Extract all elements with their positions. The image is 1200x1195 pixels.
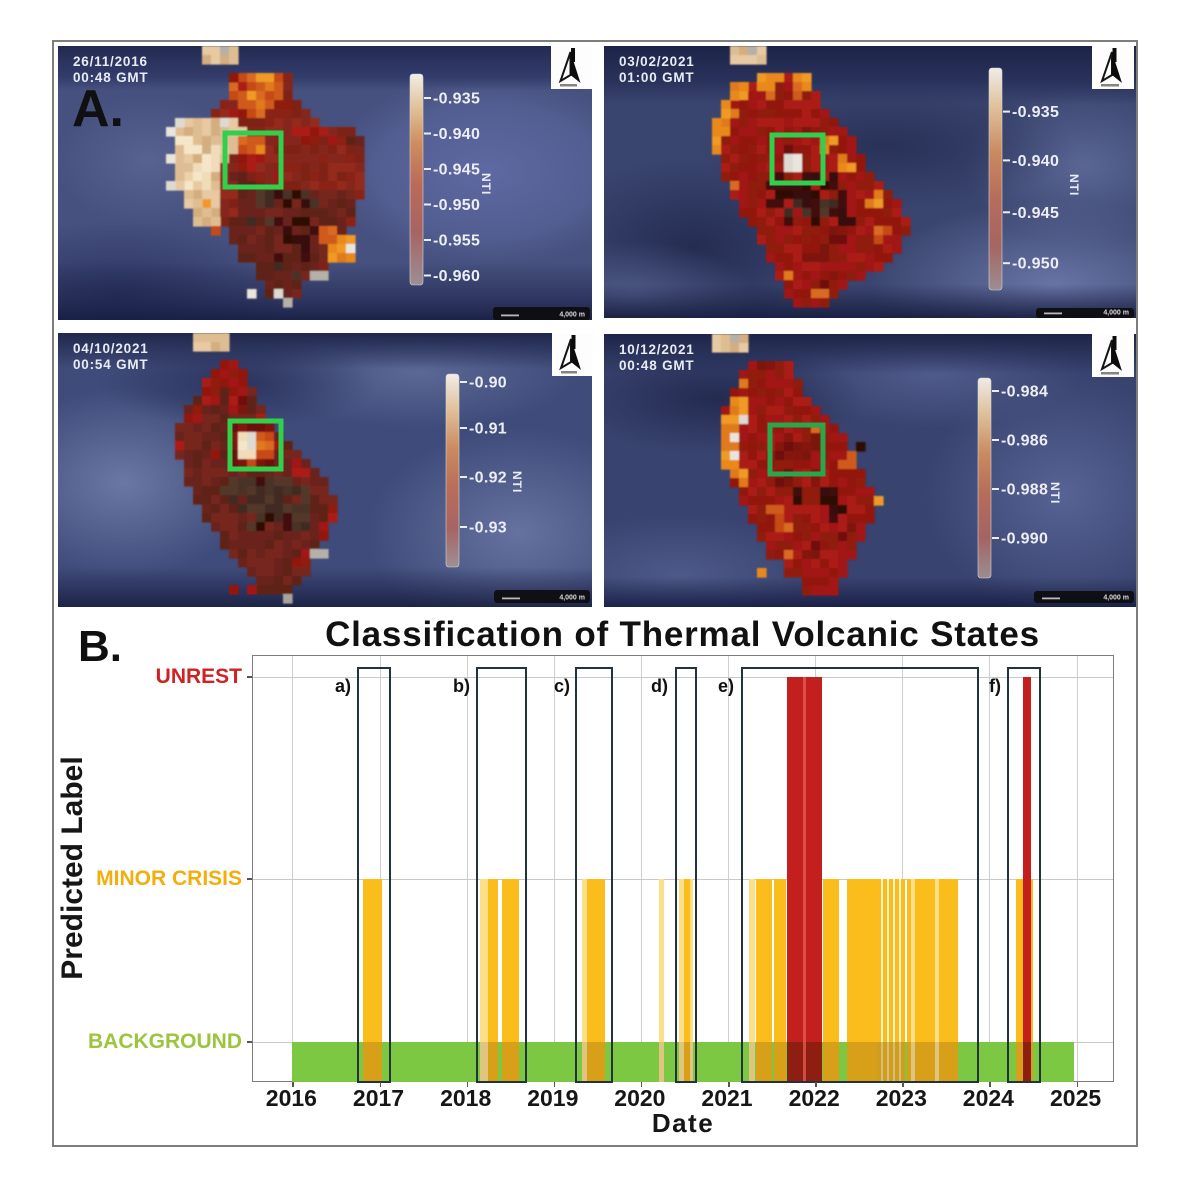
svg-text:-0.935: -0.935 bbox=[1012, 104, 1059, 121]
svg-text:26/11/2016: 26/11/2016 bbox=[73, 54, 148, 69]
svg-text:NTI: NTI bbox=[510, 471, 524, 493]
svg-text:00:48 GMT: 00:48 GMT bbox=[619, 358, 694, 373]
svg-text:-0.93: -0.93 bbox=[469, 520, 507, 537]
svg-text:-0.940: -0.940 bbox=[433, 126, 480, 143]
svg-text:04/10/2021: 04/10/2021 bbox=[73, 341, 149, 356]
svg-text:10/12/2021: 10/12/2021 bbox=[619, 342, 695, 357]
svg-text:-0.950: -0.950 bbox=[1012, 256, 1059, 273]
svg-text:-0.91: -0.91 bbox=[469, 421, 507, 438]
svg-text:4,000 m: 4,000 m bbox=[1103, 595, 1129, 602]
svg-text:-0.945: -0.945 bbox=[433, 162, 480, 179]
svg-text:01:00 GMT: 01:00 GMT bbox=[619, 70, 694, 85]
svg-text:-0.986: -0.986 bbox=[1001, 433, 1048, 450]
svg-text:A.: A. bbox=[72, 80, 124, 138]
svg-text:-0.950: -0.950 bbox=[433, 197, 480, 214]
svg-text:00:48 GMT: 00:48 GMT bbox=[73, 70, 148, 85]
svg-text:-0.960: -0.960 bbox=[433, 268, 480, 285]
svg-text:-0.935: -0.935 bbox=[433, 91, 480, 108]
svg-text:4,000 m: 4,000 m bbox=[559, 595, 585, 602]
svg-text:NTI: NTI bbox=[1048, 482, 1062, 504]
svg-text:-0.984: -0.984 bbox=[1001, 384, 1048, 401]
svg-text:-0.990: -0.990 bbox=[1001, 531, 1048, 548]
svg-text:-0.92: -0.92 bbox=[469, 470, 507, 487]
svg-text:00:54 GMT: 00:54 GMT bbox=[73, 357, 148, 372]
svg-text:4,000 m: 4,000 m bbox=[559, 312, 585, 319]
svg-text:NTI: NTI bbox=[479, 173, 493, 195]
svg-text:-0.945: -0.945 bbox=[1012, 205, 1059, 222]
svg-text:-0.90: -0.90 bbox=[469, 375, 507, 392]
svg-text:-0.940: -0.940 bbox=[1012, 153, 1059, 170]
svg-text:03/02/2021: 03/02/2021 bbox=[619, 54, 695, 69]
svg-text:-0.988: -0.988 bbox=[1001, 482, 1048, 499]
svg-text:-0.955: -0.955 bbox=[433, 233, 480, 250]
svg-text:NTI: NTI bbox=[1067, 174, 1081, 196]
svg-text:4,000 m: 4,000 m bbox=[1103, 310, 1129, 317]
